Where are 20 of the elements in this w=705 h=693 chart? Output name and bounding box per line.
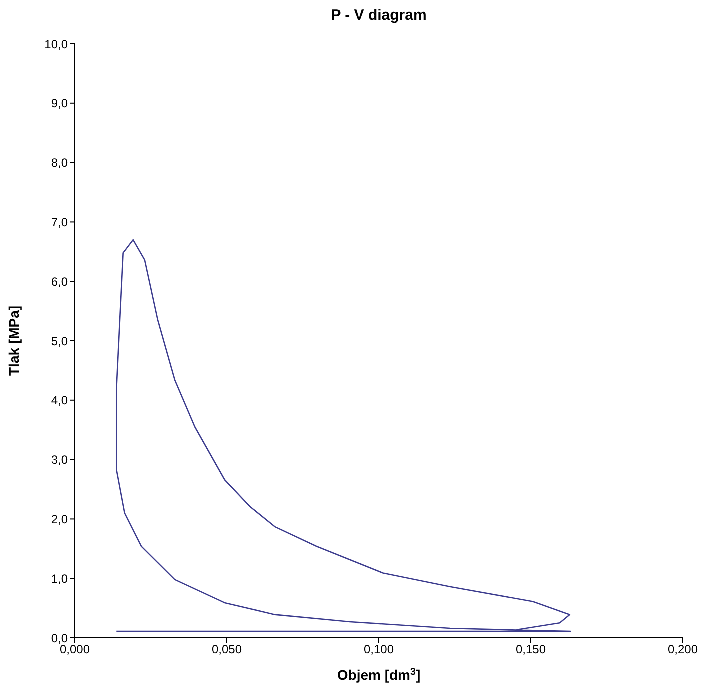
y-tick-label: 2,0 (51, 512, 68, 526)
y-axis-title: Tlak [MPa] (6, 306, 22, 376)
y-tick-label: 7,0 (51, 215, 68, 230)
y-tick-label: 6,0 (51, 274, 68, 289)
x-tick-label: 0,200 (668, 642, 698, 657)
x-tick-label: 0,050 (212, 642, 242, 657)
x-axis-title: Objem [dm$^{3}$] (337, 666, 421, 683)
y-tick-label: 0,0 (51, 631, 68, 646)
line-series (116, 239, 572, 632)
x-tick-label: 0,150 (516, 642, 546, 657)
y-tick-label: 9,0 (51, 96, 68, 111)
x-tick-label: 0,100 (364, 642, 394, 657)
y-tick-label: 1,0 (51, 572, 68, 586)
y-tick-label: 3,0 (51, 453, 68, 468)
x-tick-label: 0,000 (60, 642, 90, 657)
y-tick-label: 8,0 (51, 156, 68, 170)
y-tick-label: 10,0 (44, 37, 68, 52)
y-tick-label: 5,0 (51, 334, 68, 348)
chart-title: P - V diagram (331, 7, 427, 24)
y-tick-label: 4,0 (51, 394, 68, 408)
